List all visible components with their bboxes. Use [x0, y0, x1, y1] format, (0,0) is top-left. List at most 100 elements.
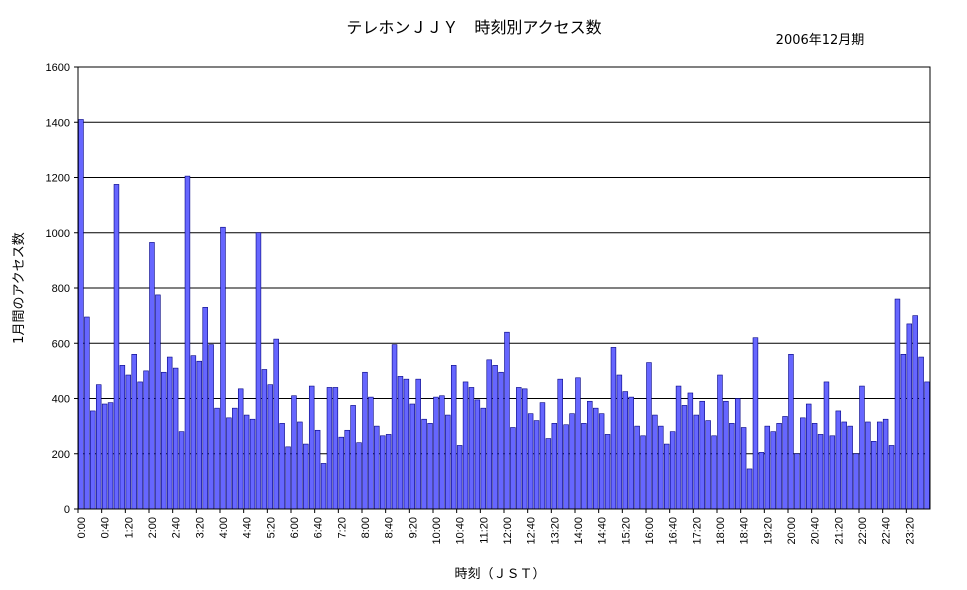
bar: [569, 413, 575, 510]
bar: [563, 424, 569, 510]
bar: [208, 344, 214, 510]
bar: [95, 384, 102, 510]
bar: [610, 347, 617, 510]
x-tick-label: 10:00: [431, 517, 443, 545]
x-tick-label: 18:00: [715, 517, 727, 545]
bar: [859, 385, 865, 510]
x-tick-label: 1:20: [123, 517, 135, 538]
bar: [101, 403, 108, 510]
bar: [214, 407, 220, 510]
bar: [249, 418, 256, 510]
x-tick-label: 14:00: [573, 517, 585, 545]
x-axis-tick-labels: 0:00 0:40 1:20 2:00 2:40 3:20 4:00 4:40 5:20 6:00…: [76, 509, 916, 545]
bar: [303, 443, 309, 510]
bar: [687, 392, 694, 510]
bar: [462, 381, 469, 510]
bar: [598, 413, 605, 510]
bar: [220, 226, 226, 510]
bar: [776, 423, 782, 510]
bar: [285, 446, 291, 510]
bar: [90, 410, 96, 510]
bar: [900, 353, 907, 510]
y-tick-label: 1000: [46, 228, 70, 240]
bar: [533, 420, 540, 510]
bar: [539, 402, 546, 510]
bar: [711, 435, 717, 510]
bar: [84, 316, 90, 510]
bar: [516, 387, 522, 510]
bar: [829, 435, 836, 510]
x-tick-label: 17:20: [691, 517, 703, 545]
bar: [474, 399, 481, 510]
bar: [368, 396, 374, 510]
bar: [403, 378, 410, 510]
x-tick-label: 22:00: [857, 517, 869, 545]
x-tick-label: 3:20: [194, 517, 206, 538]
bar: [545, 438, 552, 510]
bar: [178, 431, 185, 510]
y-axis-tick-labels: 0 200 400 600 800 1000 1200 1400 1600: [46, 62, 78, 516]
bar: [788, 353, 794, 510]
y-tick-label: 400: [52, 394, 70, 406]
bar: [273, 338, 279, 510]
x-tick-label: 12:00: [502, 517, 514, 545]
bar: [699, 400, 705, 510]
x-tick-label: 0:40: [100, 517, 112, 538]
bar: [746, 468, 753, 510]
bar: [184, 175, 191, 510]
bar: [433, 396, 439, 510]
bar: [551, 423, 558, 510]
bar: [143, 370, 149, 510]
bar: [581, 423, 587, 510]
gridlines: [78, 121, 930, 455]
x-tick-label: 7:20: [336, 517, 348, 538]
bar: [362, 371, 368, 510]
bar: [486, 359, 492, 510]
bar: [326, 387, 333, 510]
bar: [385, 434, 392, 510]
bar: [421, 418, 427, 510]
bar: [243, 414, 250, 510]
bar: [379, 435, 386, 510]
bar: [782, 416, 788, 510]
bar: [527, 413, 534, 510]
bar: [729, 423, 735, 510]
bar: [350, 405, 356, 510]
bar: [752, 337, 759, 510]
x-tick-label: 10:40: [455, 517, 467, 545]
bar: [800, 417, 806, 510]
bar: [308, 385, 315, 510]
bar: [320, 463, 327, 510]
x-tick-label: 19:20: [762, 517, 774, 545]
bar: [652, 414, 658, 510]
bar: [882, 418, 889, 510]
x-tick-label: 12:40: [526, 517, 538, 545]
y-tick-label: 200: [52, 449, 70, 461]
bar: [226, 417, 232, 510]
bar: [622, 391, 629, 510]
bar: [705, 420, 711, 510]
y-tick-label: 1600: [46, 62, 70, 74]
bar: [119, 365, 126, 510]
x-tick-label: 16:40: [668, 517, 680, 545]
bar: [297, 421, 303, 510]
bar: [894, 298, 901, 510]
bar: [811, 423, 818, 510]
bar: [356, 442, 362, 510]
x-tick-label: 9:20: [407, 517, 419, 538]
bar: [634, 425, 640, 510]
bar: [445, 414, 451, 510]
x-tick-label: 13:20: [549, 517, 561, 545]
bar: [764, 425, 771, 510]
bars: [78, 119, 930, 510]
bar: [267, 384, 274, 510]
bar: [202, 307, 208, 510]
bar: [681, 405, 688, 510]
bar: [924, 381, 930, 510]
bar: [291, 395, 297, 510]
x-tick-label: 18:40: [739, 517, 751, 545]
bar: [427, 423, 433, 510]
bar: [912, 315, 918, 510]
bar: [723, 400, 729, 510]
